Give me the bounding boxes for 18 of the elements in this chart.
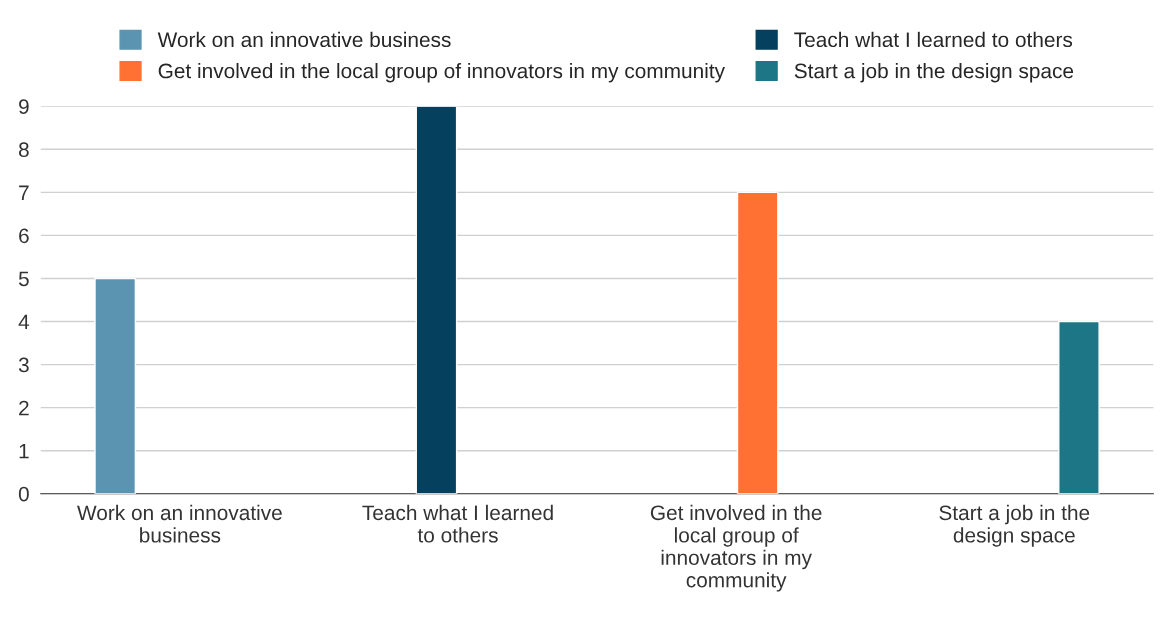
y-tick-label: 3 [18, 357, 29, 373]
y-tick-label: 6 [19, 228, 29, 244]
y-tick-label: 7 [19, 185, 29, 200]
y-tick-label: 1 [19, 443, 29, 459]
x-tick-label: Work on an innovative business [77, 504, 282, 543]
x-tick-label: Start a job in the design space [939, 504, 1090, 547]
legend-label: Work on an innovative business [157, 31, 451, 48]
legend-label: Start a job in the design space [794, 63, 1074, 83]
y-tick-label: 5 [18, 271, 29, 287]
y-tick-label: 8 [18, 142, 29, 158]
x-tick-label: Get involved in the local group of innovators in my community [650, 504, 822, 592]
y-tick-label: 0 [18, 486, 29, 502]
y-tick-label: 2 [19, 400, 29, 416]
y-tick-label: 9 [19, 99, 29, 114]
x-tick-label: Teach what I learned to others [362, 504, 553, 543]
legend-label: Teach what I learned to others [794, 31, 1073, 48]
y-tick-label: 4 [18, 314, 30, 330]
legend-label: Get involved in the local group of innovators in my community [158, 63, 725, 83]
